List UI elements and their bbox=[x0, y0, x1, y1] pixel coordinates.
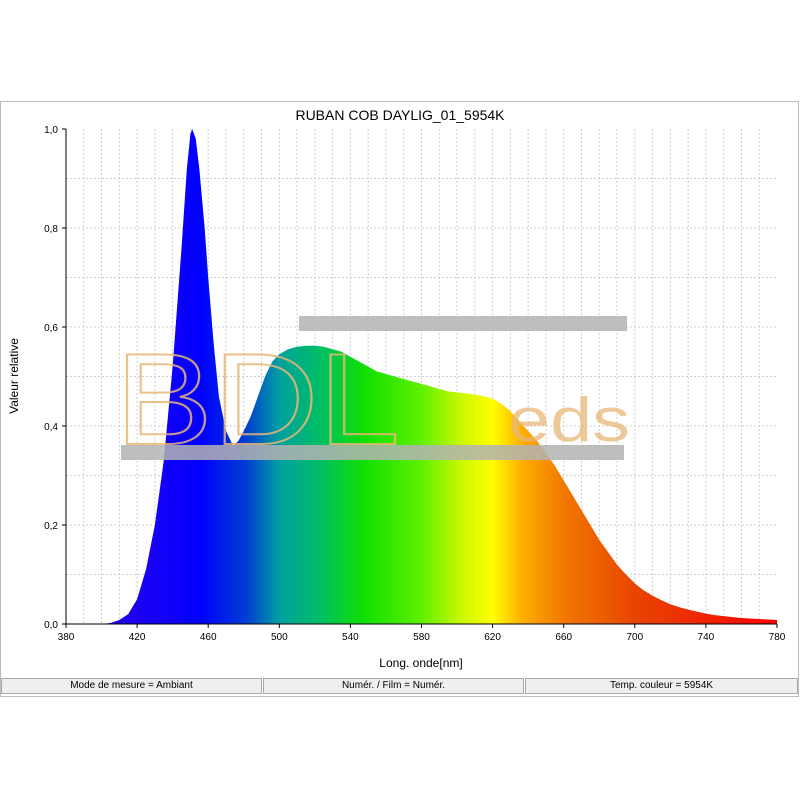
x-tick-label: 380 bbox=[58, 632, 75, 643]
status-bar: Mode de mesure = Ambiant Numér. / Film =… bbox=[1, 678, 798, 695]
y-tick-label: 0,4 bbox=[44, 422, 58, 433]
y-axis-label: Valeur relative bbox=[7, 338, 21, 414]
x-tick-label: 460 bbox=[200, 632, 217, 643]
status-film: Numér. / Film = Numér. bbox=[263, 678, 524, 694]
watermark-bar-bottom bbox=[121, 445, 624, 460]
watermark-brand: BDL bbox=[115, 326, 400, 472]
watermark-bar-top bbox=[299, 316, 627, 331]
y-tick-label: 1,0 bbox=[44, 125, 58, 136]
y-tick-label: 0,0 bbox=[44, 620, 58, 631]
y-tick-label: 0,2 bbox=[44, 521, 58, 532]
x-tick-label: 740 bbox=[698, 632, 715, 643]
x-tick-label: 780 bbox=[769, 632, 786, 643]
x-tick-label: 420 bbox=[129, 632, 146, 643]
x-axis-label: Long. onde[nm] bbox=[379, 656, 462, 670]
status-color-temp: Temp. couleur = 5954K bbox=[525, 678, 798, 694]
x-tick-label: 540 bbox=[342, 632, 359, 643]
status-measure-mode: Mode de mesure = Ambiant bbox=[1, 678, 262, 694]
watermark: BDL eds bbox=[114, 316, 630, 473]
y-tick-label: 0,6 bbox=[44, 323, 58, 334]
x-tick-label: 500 bbox=[271, 632, 288, 643]
x-tick-label: 620 bbox=[484, 632, 501, 643]
spectrum-area bbox=[66, 129, 777, 624]
y-tick-label: 0,8 bbox=[44, 224, 58, 235]
chart-title: RUBAN COB DAYLIG_01_5954K bbox=[295, 107, 505, 123]
watermark-suffix: eds bbox=[508, 386, 630, 455]
x-tick-label: 580 bbox=[413, 632, 430, 643]
axes: 380 420 460 500 540 580 620 660 700 740 780 0,0 0,2 0… bbox=[44, 125, 786, 643]
x-tick-label: 700 bbox=[626, 632, 643, 643]
x-tick-label: 660 bbox=[555, 632, 572, 643]
